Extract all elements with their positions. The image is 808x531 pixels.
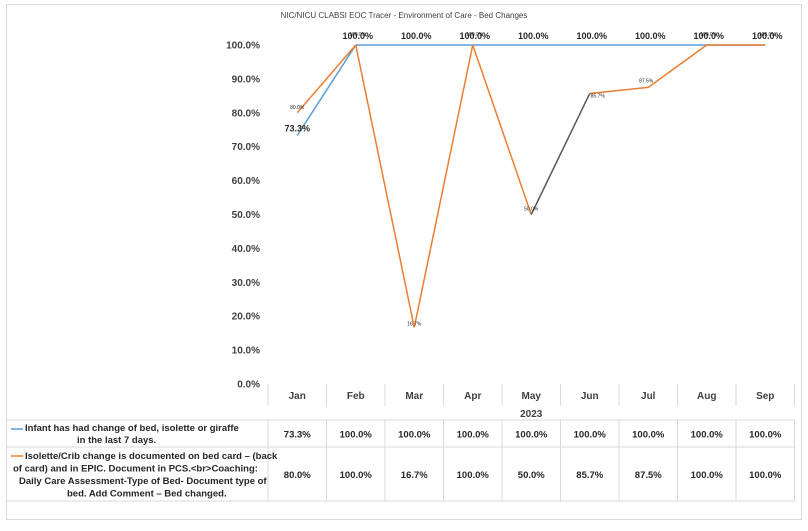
series-2-data-label: 100.0% <box>349 32 367 38</box>
table-cell-series-2: 85.7% <box>576 470 603 481</box>
table-cell-series-2: 80.0% <box>284 470 311 481</box>
series-2-segment <box>413 44 474 328</box>
table-cell-series-1: 100.0% <box>574 430 607 441</box>
table-cell-series-2: 87.5% <box>635 470 662 481</box>
y-tick-label: 20.0% <box>232 312 260 323</box>
series-2-data-label: 50.0% <box>524 207 539 213</box>
series-2-data-label: 85.7% <box>591 93 606 99</box>
y-axis: 0.0% 10.0% 20.0% 30.0% 40.0% 50.0% 60.0% 70.0% 8… <box>226 41 260 391</box>
table-cell-series-2: 50.0% <box>518 470 545 481</box>
x-category-label: Mar <box>405 391 423 402</box>
series-2-data-label: 100.0% <box>759 32 777 38</box>
series-lines <box>296 44 766 328</box>
series-1-data-label: 100.0% <box>459 31 490 41</box>
series-2-data-label: 16.7% <box>407 321 422 327</box>
series-2-segment <box>589 86 649 95</box>
x-category-label: Jun <box>581 391 599 402</box>
x-category-label: Jan <box>289 391 306 402</box>
y-tick-label: 90.0% <box>232 74 260 85</box>
y-tick-label: 40.0% <box>232 244 260 255</box>
table-cell-series-1: 100.0% <box>691 430 724 441</box>
table-cell-series-1: 100.0% <box>398 430 431 441</box>
table-cell-series-1: 100.0% <box>457 430 490 441</box>
line-chart: NIC/NICU CLABSI EOC Tracer - Environment… <box>7 11 795 502</box>
series-1-data-label: 100.0% <box>518 31 549 41</box>
series-1-segment <box>296 44 357 136</box>
x-category-label: Apr <box>464 391 481 402</box>
table-cell-series-1: 73.3% <box>284 430 311 441</box>
series-2-data-label: 100.0% <box>700 32 718 38</box>
table-cell-series-2: 100.0% <box>340 470 373 481</box>
series-2-data-label: 100.0% <box>466 32 484 38</box>
series-2-segment <box>296 44 357 114</box>
x-category-label: Jul <box>641 391 656 402</box>
series-1-data-label: 100.0% <box>342 31 373 41</box>
table-cell-series-2: 100.0% <box>749 470 782 481</box>
x-category-label: Feb <box>347 391 365 402</box>
data-table: Jan Feb Mar Apr May Jun Jul Aug Sep 2023 Infant ha… <box>7 384 795 502</box>
y-tick-label: 10.0% <box>232 346 260 357</box>
chart-frame: NIC/NICU CLABSI EOC Tracer - Environment… <box>6 4 802 520</box>
y-tick-label: 30.0% <box>232 278 260 289</box>
x-category-label: Sep <box>756 391 774 402</box>
y-tick-label: 100.0% <box>226 41 260 52</box>
series-2-segment <box>530 93 591 215</box>
x-axis-title: 2023 <box>520 409 543 420</box>
y-tick-label: 70.0% <box>232 142 260 153</box>
series-1-data-label: 100.0% <box>752 31 783 41</box>
chart-title: NIC/NICU CLABSI EOC Tracer - Environment… <box>281 11 528 20</box>
table-cell-series-1: 100.0% <box>632 430 665 441</box>
table-cell-series-1: 100.0% <box>515 430 548 441</box>
series-2-segment <box>647 44 708 88</box>
table-cell-series-2: 100.0% <box>691 470 724 481</box>
x-category-label: May <box>522 391 542 402</box>
series-1-data-label: 100.0% <box>401 31 432 41</box>
series-1-data-label: 100.0% <box>576 31 607 41</box>
y-tick-label: 50.0% <box>232 210 260 221</box>
table-cell-series-1: 100.0% <box>340 430 373 441</box>
legend-label-series-1: Infant has had change of bed, isolette o… <box>25 423 239 446</box>
series-1-data-label: 73.3% <box>284 124 310 134</box>
series-2-segment <box>472 44 532 215</box>
x-category-label: Aug <box>697 391 716 402</box>
series-2-data-label: 87.5% <box>639 78 654 84</box>
series-1-data-label: 100.0% <box>693 31 724 41</box>
y-tick-label: 60.0% <box>232 176 260 187</box>
table-cell-series-2: 16.7% <box>401 470 428 481</box>
table-cell-series-1: 100.0% <box>749 430 782 441</box>
series-2-data-label: 80.0% <box>290 105 305 111</box>
series-1-data-label: 100.0% <box>635 31 666 41</box>
legend-label-series-2: Isolette/Crib change is documented on be… <box>13 451 278 500</box>
y-tick-label: 80.0% <box>232 108 260 119</box>
y-tick-label: 0.0% <box>237 380 260 391</box>
data-labels: 73.3% 100.0% 100.0% 100.0% 100.0% 100.0% 100.0… <box>284 31 782 327</box>
series-2-segment <box>355 44 415 328</box>
table-cell-series-2: 100.0% <box>457 470 490 481</box>
